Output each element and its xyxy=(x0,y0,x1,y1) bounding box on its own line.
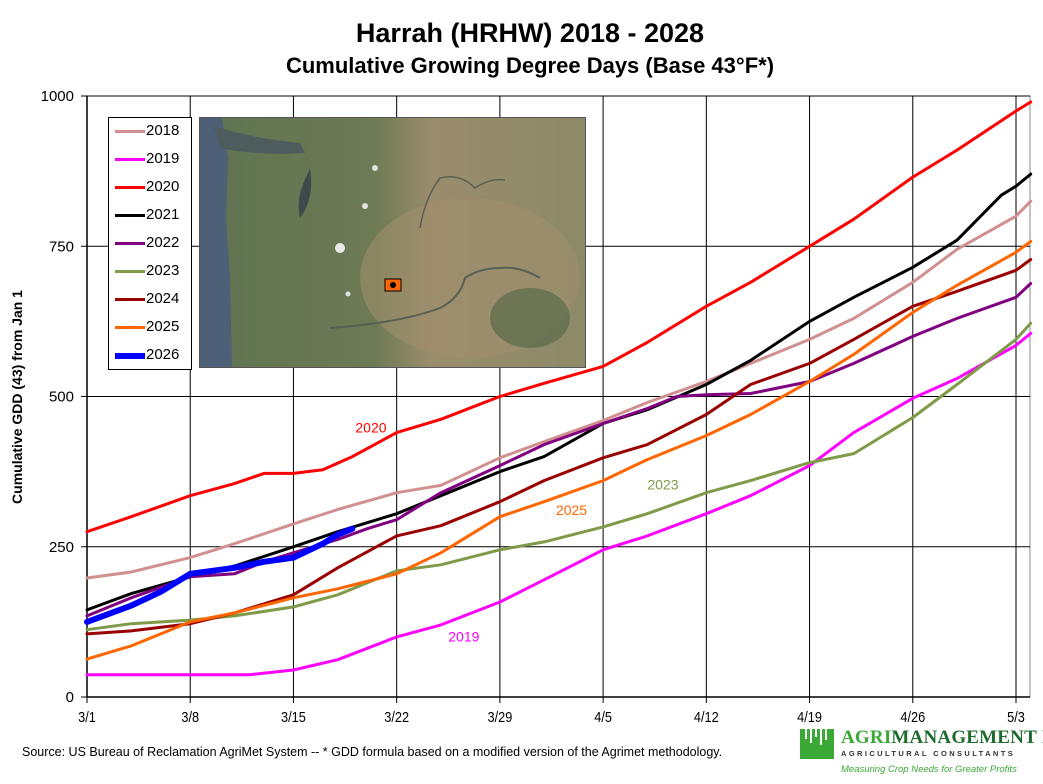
legend-item-2020: 2020 xyxy=(109,174,191,202)
legend-item-2022: 2022 xyxy=(109,230,191,258)
legend-swatch xyxy=(115,270,145,273)
x-tick-label: 4/5 xyxy=(594,708,612,725)
y-tick-label: 1000 xyxy=(41,88,74,105)
logo-subtitle: AGRICULTURAL CONSULTANTS xyxy=(841,749,1016,758)
legend-label: 2020 xyxy=(146,178,180,195)
x-tick-label: 5/3 xyxy=(1007,708,1025,725)
series-lines xyxy=(84,100,1033,677)
series-line-2025 xyxy=(85,239,1033,661)
source-note: Source: US Bureau of Reclamation AgriMet… xyxy=(22,745,723,759)
agrimanagement-logo: AGRIMANAGEMENT INC.® AGRICULTURAL CONSUL… xyxy=(800,727,1043,784)
x-tick-label: 3/1 xyxy=(78,708,96,725)
satellite-map-image xyxy=(200,118,585,367)
legend-swatch xyxy=(115,186,145,189)
logo-company-name: AGRIMANAGEMENT INC.® xyxy=(841,727,1043,748)
legend-label: 2021 xyxy=(146,206,180,223)
legend-item-2023: 2023 xyxy=(109,258,191,286)
y-axis-label: Cumulative GDD (43) from Jan 1 xyxy=(9,290,25,504)
chart-title: Harrah (HRHW) 2018 - 2028 xyxy=(355,18,705,48)
series-annotations: 2020 2025 2023 2019 xyxy=(355,420,678,645)
legend-label: 2018 xyxy=(146,122,180,139)
x-tick-label: 4/26 xyxy=(900,708,925,725)
legend-swatch xyxy=(115,130,145,133)
chart-subtitle: Cumulative Growing Degree Days (Base 43°… xyxy=(285,53,775,78)
x-tick-label: 3/22 xyxy=(384,708,409,725)
legend-label: 2024 xyxy=(146,290,180,307)
legend-item-2024: 2024 xyxy=(109,286,191,314)
legend-swatch xyxy=(115,214,145,217)
legend-swatch xyxy=(115,353,145,359)
annotation-2023: 2023 xyxy=(647,477,678,493)
series-line-2018 xyxy=(85,199,1033,580)
x-tick-label: 4/19 xyxy=(797,708,822,725)
inset-map xyxy=(199,117,586,368)
axes: 0 250 500 750 1000 3/1 3/8 3/15 3/22 3/29 4/5 4/12 4… xyxy=(41,88,1030,725)
y-tick-label: 750 xyxy=(49,238,74,255)
annotation-2020: 2020 xyxy=(355,420,386,436)
series-line-2026 xyxy=(84,525,356,625)
legend-label: 2023 xyxy=(146,262,180,279)
legend-label: 2019 xyxy=(146,150,180,167)
logo-grass-icon xyxy=(800,729,834,759)
legend-label: 2025 xyxy=(146,318,180,335)
annotation-2019: 2019 xyxy=(448,629,479,645)
x-tick-label: 3/29 xyxy=(487,708,512,725)
logo-tagline: Measuring Crop Needs for Greater Profits xyxy=(841,764,1017,775)
legend: 2018 2019 2020 2021 2022 2023 2024 2025 2026 xyxy=(108,117,192,370)
legend-item-2026: 2026 xyxy=(109,342,191,370)
legend-swatch xyxy=(115,298,145,301)
series-line-2020 xyxy=(85,100,1033,534)
x-tick-label: 3/8 xyxy=(181,708,199,725)
legend-label: 2026 xyxy=(146,346,180,363)
annotation-2025: 2025 xyxy=(556,502,587,518)
legend-item-2018: 2018 xyxy=(109,118,191,146)
legend-item-2021: 2021 xyxy=(109,202,191,230)
series-line-2023 xyxy=(85,321,1033,632)
y-tick-label: 250 xyxy=(49,539,74,556)
legend-label: 2022 xyxy=(146,234,180,251)
series-line-2019 xyxy=(85,331,1033,677)
x-tick-label: 3/15 xyxy=(281,708,306,725)
x-tick-label: 4/12 xyxy=(694,708,719,725)
y-tick-label: 0 xyxy=(66,689,74,706)
legend-swatch xyxy=(115,158,145,161)
legend-swatch xyxy=(115,326,145,329)
legend-item-2025: 2025 xyxy=(109,314,191,342)
legend-item-2019: 2019 xyxy=(109,146,191,174)
legend-swatch xyxy=(115,242,145,245)
y-tick-label: 500 xyxy=(49,389,74,406)
